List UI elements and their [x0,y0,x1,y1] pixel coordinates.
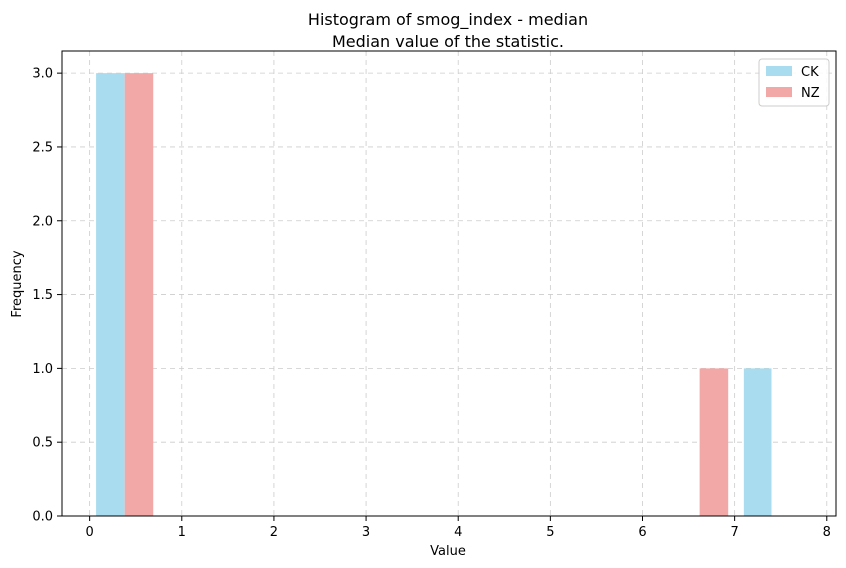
x-tick-label: 4 [454,525,462,540]
y-tick-label: 2.0 [32,214,53,229]
bar-nz [699,368,729,516]
x-axis-ticks: 0 1 2 3 4 5 6 7 8 [86,516,831,540]
y-tick-label: 2.5 [32,140,53,155]
bars [96,73,772,517]
legend-label-nz: NZ [801,86,820,101]
y-axis-ticks: 0.0 0.5 1.0 1.5 2.0 2.5 3.0 [32,67,62,525]
chart-subtitle: Median value of the statistic. [332,32,564,51]
chart-title: Histogram of smog_index - median [308,10,588,30]
x-tick-label: 1 [178,525,186,540]
legend: CK NZ [758,58,830,107]
x-tick-label: 2 [270,525,278,540]
legend-label-ck: CK [801,65,819,80]
y-tick-label: 0.0 [32,510,53,525]
bar-nz [124,73,154,517]
legend-swatch-ck [766,66,792,76]
y-tick-label: 3.0 [32,67,53,82]
x-tick-label: 8 [823,525,831,540]
bar-ck [96,73,125,517]
x-tick-label: 3 [362,525,370,540]
x-axis-label: Value [430,544,466,559]
y-axis-label: Frequency [10,250,25,317]
y-tick-label: 1.0 [32,362,53,377]
bar-ck [743,368,772,516]
x-tick-label: 0 [86,525,94,540]
x-tick-label: 6 [638,525,646,540]
x-tick-label: 7 [731,525,739,540]
legend-swatch-nz [766,87,792,97]
plot-area-frame [61,50,837,517]
x-tick-label: 5 [546,525,554,540]
y-tick-label: 1.5 [32,288,53,303]
y-tick-label: 0.5 [32,436,53,451]
